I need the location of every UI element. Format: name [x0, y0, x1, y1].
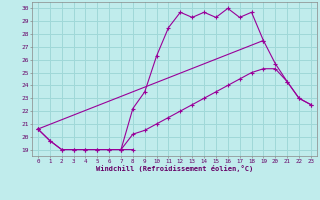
X-axis label: Windchill (Refroidissement éolien,°C): Windchill (Refroidissement éolien,°C): [96, 165, 253, 172]
